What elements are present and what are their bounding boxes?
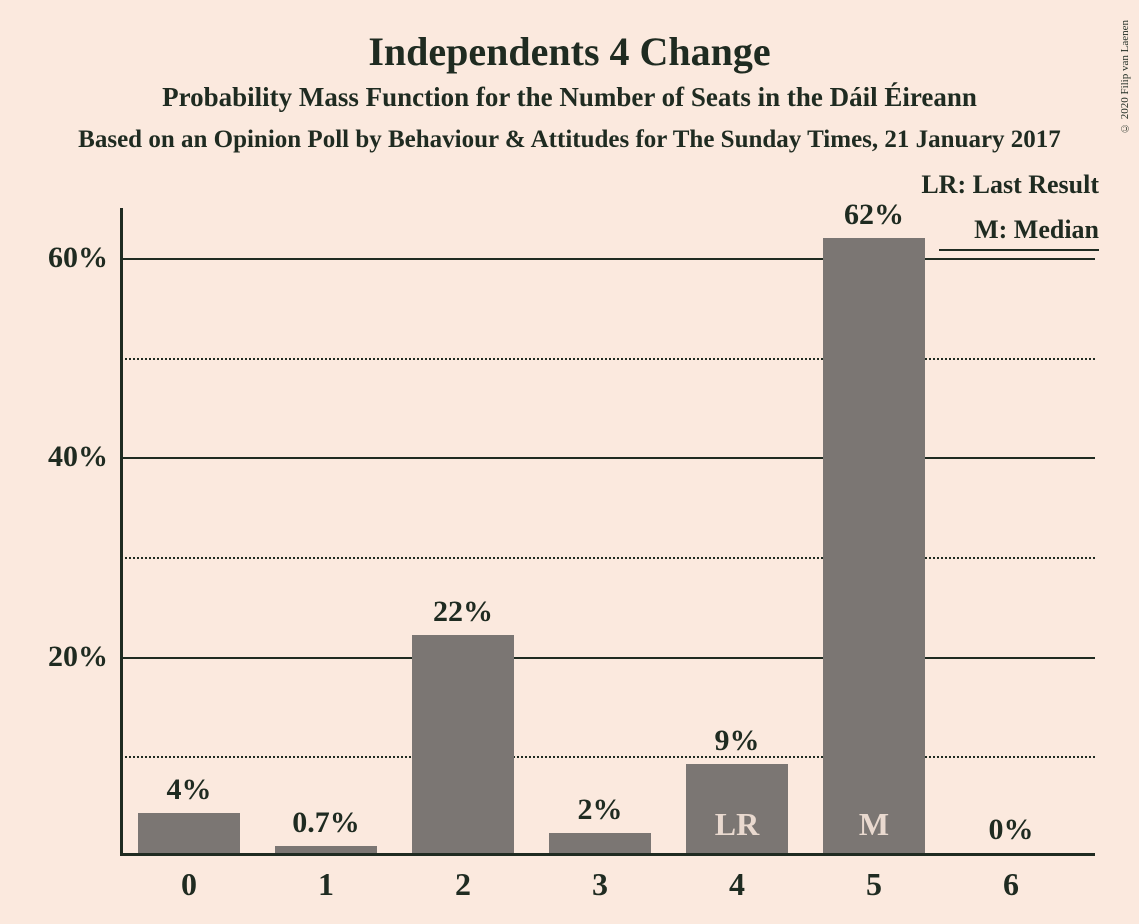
bar-value-label: 9%	[715, 724, 760, 758]
gridline-major	[120, 258, 1095, 260]
chart-subtitle-2: Based on an Opinion Poll by Behaviour & …	[0, 126, 1139, 154]
gridline-minor	[120, 358, 1095, 360]
x-tick-label: 2	[455, 866, 471, 903]
bar: 9%LR	[686, 764, 788, 853]
y-tick-label: 40%	[48, 440, 108, 474]
x-tick-label: 1	[318, 866, 334, 903]
legend-underline	[939, 249, 1099, 251]
bar: 2%	[549, 833, 651, 853]
x-axis	[120, 853, 1095, 856]
y-tick-label: 20%	[48, 640, 108, 674]
y-tick-label: 60%	[48, 241, 108, 275]
plot-area: 20%40%60%4%00.7%122%22%39%LR462%M50%6	[120, 208, 1095, 856]
gridline-major	[120, 657, 1095, 659]
bar-marker-label: M	[859, 806, 889, 843]
bar: 4%	[138, 813, 240, 853]
legend-last-result: LR: Last Result	[921, 170, 1099, 200]
bar-value-label: 0.7%	[292, 806, 360, 840]
bar-value-label: 22%	[433, 595, 493, 629]
x-tick-label: 6	[1003, 866, 1019, 903]
x-tick-label: 4	[729, 866, 745, 903]
bar-value-label: 62%	[844, 198, 904, 232]
x-tick-label: 3	[592, 866, 608, 903]
bar: 62%M	[823, 238, 925, 853]
x-tick-label: 0	[181, 866, 197, 903]
chart-title: Independents 4 Change	[0, 28, 1139, 75]
legend-median: M: Median	[974, 215, 1099, 245]
bar: 22%	[412, 635, 514, 853]
bar-value-label: 2%	[578, 793, 623, 827]
gridline-major	[120, 457, 1095, 459]
gridline-minor	[120, 756, 1095, 758]
chart-canvas: © 2020 Filip van Laenen Independents 4 C…	[0, 0, 1139, 924]
y-axis	[120, 208, 123, 856]
bar-marker-label: LR	[715, 806, 759, 843]
bar-value-label: 0%	[989, 813, 1034, 847]
x-tick-label: 5	[866, 866, 882, 903]
chart-subtitle-1: Probability Mass Function for the Number…	[0, 82, 1139, 113]
bar: 0.7%	[275, 846, 377, 853]
gridline-minor	[120, 557, 1095, 559]
bar-value-label: 4%	[167, 773, 212, 807]
